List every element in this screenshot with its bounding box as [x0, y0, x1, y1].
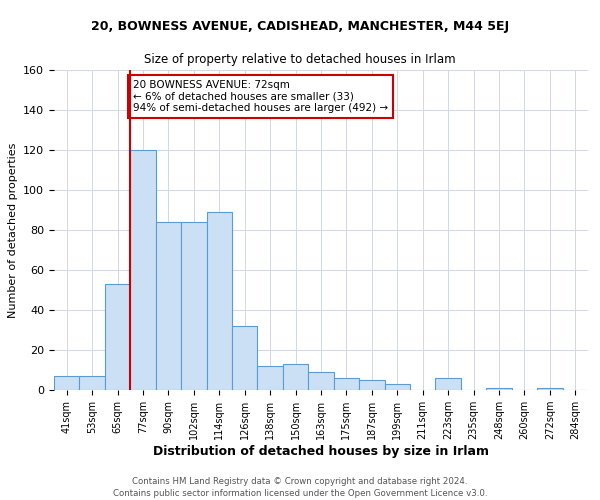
- Bar: [181, 222, 206, 390]
- Text: Size of property relative to detached houses in Irlam: Size of property relative to detached ho…: [144, 52, 456, 66]
- Bar: [232, 326, 257, 390]
- Text: 20 BOWNESS AVENUE: 72sqm
← 6% of detached houses are smaller (33)
94% of semi-de: 20 BOWNESS AVENUE: 72sqm ← 6% of detache…: [133, 80, 388, 113]
- Bar: [156, 222, 181, 390]
- Bar: [359, 380, 385, 390]
- Bar: [54, 376, 79, 390]
- Bar: [385, 384, 410, 390]
- Y-axis label: Number of detached properties: Number of detached properties: [8, 142, 17, 318]
- Text: Contains HM Land Registry data © Crown copyright and database right 2024.: Contains HM Land Registry data © Crown c…: [132, 478, 468, 486]
- Bar: [283, 364, 308, 390]
- Text: 20, BOWNESS AVENUE, CADISHEAD, MANCHESTER, M44 5EJ: 20, BOWNESS AVENUE, CADISHEAD, MANCHESTE…: [91, 20, 509, 33]
- X-axis label: Distribution of detached houses by size in Irlam: Distribution of detached houses by size …: [153, 445, 489, 458]
- Bar: [105, 284, 130, 390]
- Bar: [130, 150, 156, 390]
- Bar: [334, 378, 359, 390]
- Bar: [436, 378, 461, 390]
- Bar: [79, 376, 105, 390]
- Bar: [257, 366, 283, 390]
- Text: Contains public sector information licensed under the Open Government Licence v3: Contains public sector information licen…: [113, 489, 487, 498]
- Bar: [486, 388, 512, 390]
- Bar: [308, 372, 334, 390]
- Bar: [537, 388, 563, 390]
- Bar: [206, 212, 232, 390]
